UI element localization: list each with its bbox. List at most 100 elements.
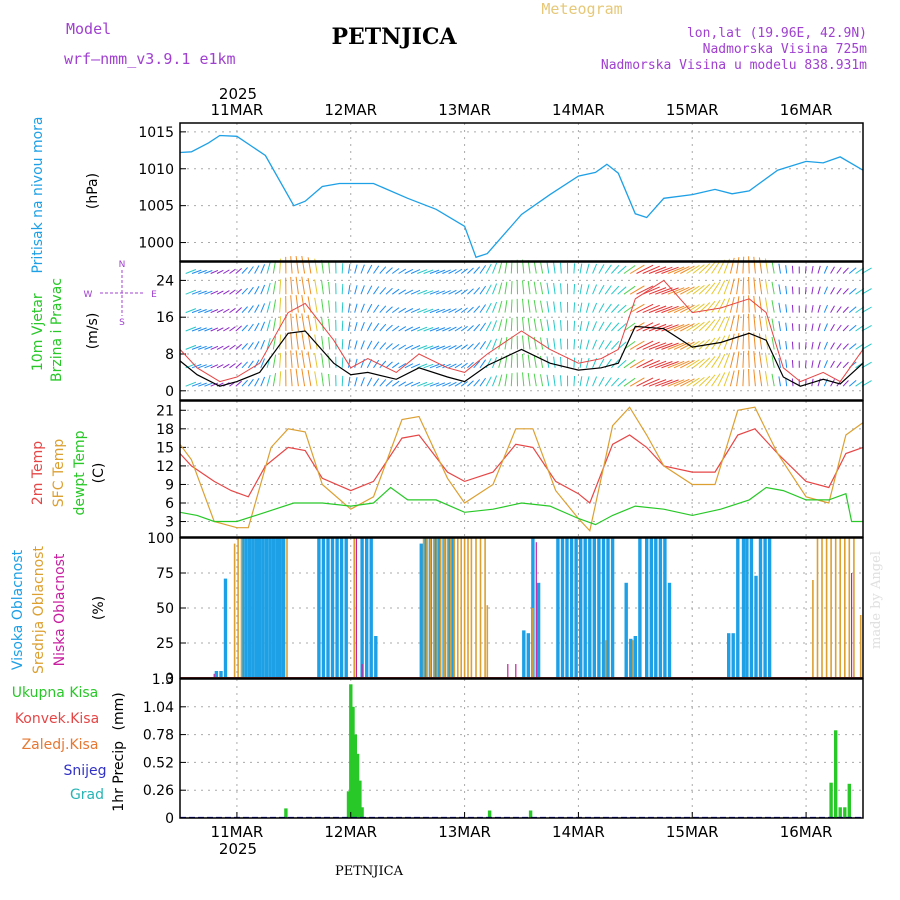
bottom-day-label: 14MAR [552, 823, 605, 841]
wind-arrow [348, 358, 351, 368]
wind-arrow [736, 277, 740, 295]
y-tick-label: 1010 [138, 162, 174, 178]
wind-arrow [410, 363, 421, 369]
high-cloud-bar [569, 538, 574, 678]
mid-cloud-bar [830, 538, 832, 678]
wind-arrow [247, 286, 254, 295]
wind-arrow [260, 340, 266, 350]
wind-arrow [307, 257, 312, 274]
wind-arrow [448, 269, 457, 274]
wind-arrow [290, 368, 293, 387]
wind-arrow [504, 355, 508, 368]
high-cloud-bar [745, 538, 749, 678]
wind-arrow [842, 361, 849, 369]
precip-bar [353, 734, 357, 818]
wind-arrow [560, 375, 562, 387]
wind-arrow [366, 322, 373, 332]
wind-arrow [442, 308, 451, 314]
wind-ylabel-line2: Brzina i Pravac [49, 278, 65, 382]
wind-arrow [817, 323, 821, 332]
wind-arrow [711, 260, 721, 274]
wind-arrow [392, 325, 400, 332]
wind-arrow [301, 350, 306, 368]
wind-arrow [791, 341, 794, 350]
wind-arrow [417, 345, 428, 350]
wind-arrow [392, 380, 400, 387]
pressure-ylabel: Pritisak na nivou mora [30, 116, 46, 273]
wind-arrow [479, 285, 487, 295]
wind-arrow [366, 377, 373, 387]
wind-arrow [686, 340, 700, 350]
wind-arrow [385, 324, 393, 332]
high-cloud-bar [731, 633, 735, 678]
wind-arrow [279, 334, 282, 350]
high-cloud-bar [758, 538, 763, 678]
wind-arrow [504, 261, 508, 274]
high-cloud-bar [317, 538, 321, 678]
wind-arrow [527, 372, 531, 387]
wind-arrow [223, 269, 230, 274]
precip-bar [355, 753, 360, 818]
wind-arrow [354, 377, 358, 387]
wind-arrow [266, 319, 271, 332]
wind-arrow [661, 379, 679, 387]
precip-unit: (mm) [111, 692, 127, 730]
wind-arrow [247, 305, 254, 313]
wind-ylabel-line1: 10m Vjetar [30, 293, 46, 371]
wind-arrow [553, 356, 556, 368]
wind-arrow [742, 277, 745, 295]
wind-arrow [373, 304, 380, 313]
wind-arrow [235, 325, 242, 332]
wind-arrow [667, 342, 685, 350]
high-cloud-bar [258, 538, 262, 678]
wind-arrow [533, 260, 537, 274]
wind-arrow [423, 345, 434, 350]
wind-arrow [417, 363, 428, 369]
wind-arrow [611, 322, 620, 332]
wind-arrow [498, 261, 503, 274]
wind-arrow [617, 378, 627, 387]
high-cloud-bar [667, 582, 672, 678]
wind-arrow [328, 337, 331, 350]
wind-arrow [686, 264, 700, 274]
wind-arrow [823, 323, 828, 332]
wind-arrow [729, 315, 735, 332]
wind-arrow [216, 364, 224, 369]
wind-arrow [736, 369, 740, 387]
wind-arrow [598, 358, 605, 369]
high-cloud-bar [654, 538, 658, 678]
low-cloud-bar [213, 673, 215, 678]
wind-arrow [698, 338, 711, 350]
legend-zaledj: Zaledj.Kisa [22, 737, 99, 753]
high-cloud-bar [374, 636, 378, 678]
wind-arrow [661, 324, 679, 332]
wind-arrow [210, 327, 219, 332]
wind-arrow [290, 350, 293, 368]
wind-arrow [492, 375, 498, 387]
wind-arrow [667, 324, 685, 332]
wind-arrow [527, 299, 531, 313]
wind-arrow [540, 374, 544, 387]
wind-arrow [290, 256, 293, 274]
wind-arrow [290, 276, 293, 295]
wind-arrow [442, 345, 451, 350]
mid-cloud-bar [463, 538, 466, 678]
wind-arrow [778, 376, 781, 387]
mid-cloud-bar [457, 538, 459, 678]
high-cloud-bar [433, 538, 437, 678]
wind-arrow [404, 326, 414, 332]
wind-arrow [680, 359, 695, 369]
wind-arrow [423, 290, 434, 295]
high-cloud-bar [536, 582, 541, 678]
wind-arrow [341, 283, 344, 295]
high-cloud-bar [592, 538, 596, 678]
wind-arrow [260, 376, 266, 387]
mid-cloud-bar [853, 538, 855, 678]
panels: 1000100510101015081624369121518210255075… [138, 122, 872, 827]
wind-arrow [454, 381, 463, 387]
wind-arrow [579, 284, 583, 295]
wind-arrow [711, 281, 721, 295]
wind-arrow [247, 360, 254, 369]
wind-arrow [229, 326, 236, 332]
high-cloud-bar [251, 538, 255, 678]
